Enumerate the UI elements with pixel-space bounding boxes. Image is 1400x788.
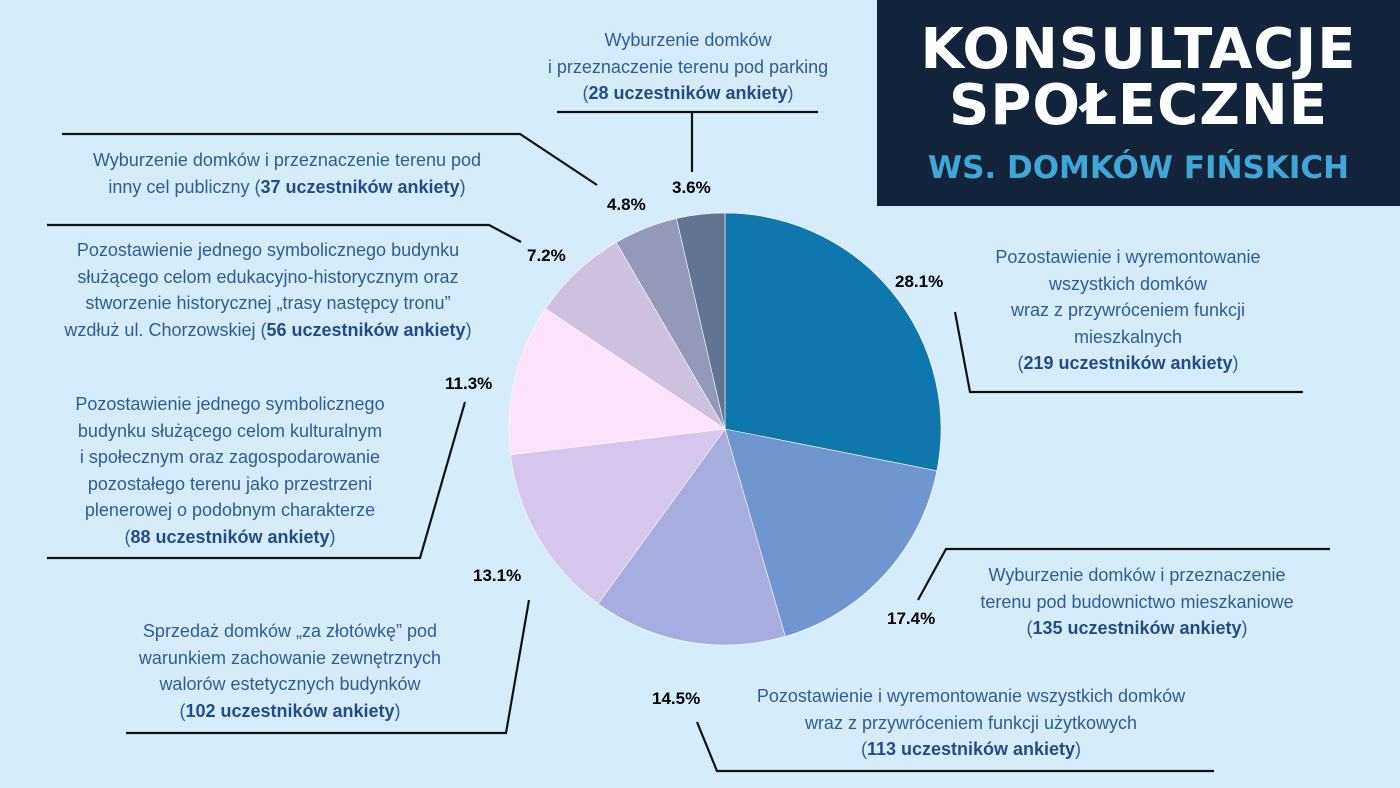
percent-label-28-1: 28.1%	[895, 272, 944, 291]
pie-slice-0	[724, 212, 942, 472]
slice-label-utility-renovation: Pozostawienie i wyremontowanie wszystkic…	[756, 686, 1186, 759]
leader-line-1	[917, 547, 1330, 601]
slice-label-demolition-housing: Wyburzenie domków i przeznaczenie terenu…	[980, 565, 1294, 638]
subtitle: WS. DOMKÓW FIŃSKICH	[927, 150, 1350, 186]
slice-count: 219 uczestników ankiety	[1023, 353, 1233, 373]
percent-label-14-5: 14.5%	[652, 689, 701, 708]
slice-count: 37 uczestników ankiety	[260, 176, 460, 197]
leader-line-4	[47, 401, 467, 560]
leader-line-0	[953, 311, 1303, 394]
slice-label-public-purpose: Wyburzenie domków i przeznaczenie terenu…	[92, 150, 482, 197]
percent-label-13-1: 13.1%	[473, 566, 522, 585]
slice-count: 28 uczestników ankiety	[588, 83, 788, 103]
slice-label-cultural-building: Pozostawienie jednego symbolicznego budy…	[75, 394, 385, 547]
pie-slice-1	[724, 428, 938, 637]
title-line-2: SPOŁECZNE	[948, 73, 1328, 138]
slice-count: 113 uczestników ankiety	[866, 739, 1076, 759]
pie-slices	[508, 212, 942, 646]
slice-label-educational-building: Pozostawienie jednego symbolicznego budy…	[64, 240, 472, 340]
slice-label-parking: Wyburzenie domków i przeznaczenie terenu…	[547, 30, 829, 103]
leader-line-3	[126, 599, 531, 735]
pie-slice-2	[597, 428, 786, 646]
slice-count: 135 uczestników ankiety	[1032, 618, 1242, 638]
percent-label-11-3: 11.3%	[445, 374, 493, 393]
title-banner: KONSULTACJE SPOŁECZNE WS. DOMKÓW FIŃSKIC…	[877, 0, 1400, 206]
slice-label-residential-renovation: Pozostawienie i wyremontowanie wszystkic…	[995, 247, 1261, 373]
leader-lines	[47, 110, 1330, 773]
leader-line-5	[47, 223, 522, 243]
leader-line-7	[557, 110, 818, 172]
pie-slice-7	[676, 212, 726, 430]
slice-count: 56 uczestników ankiety	[266, 319, 466, 340]
leader-line-2	[695, 721, 1214, 773]
slice-count: 88 uczestników ankiety	[130, 526, 330, 547]
slice-count: 102 uczestników ankiety	[185, 700, 395, 721]
percent-label-3-6: 3.6%	[672, 178, 711, 197]
pie-slice-3	[510, 428, 726, 605]
pie-slice-4	[508, 308, 726, 456]
title-line-1: KONSULTACJE	[920, 17, 1357, 82]
percent-label-17-4: 17.4%	[887, 609, 936, 628]
percent-label-4-8: 4.8%	[607, 195, 646, 214]
leader-line-6	[62, 132, 598, 186]
percent-label-7-2: 7.2%	[527, 246, 566, 265]
slice-label-sale-for-zloty: Sprzedaż domków „za złotówkę” pod warunk…	[138, 621, 442, 721]
